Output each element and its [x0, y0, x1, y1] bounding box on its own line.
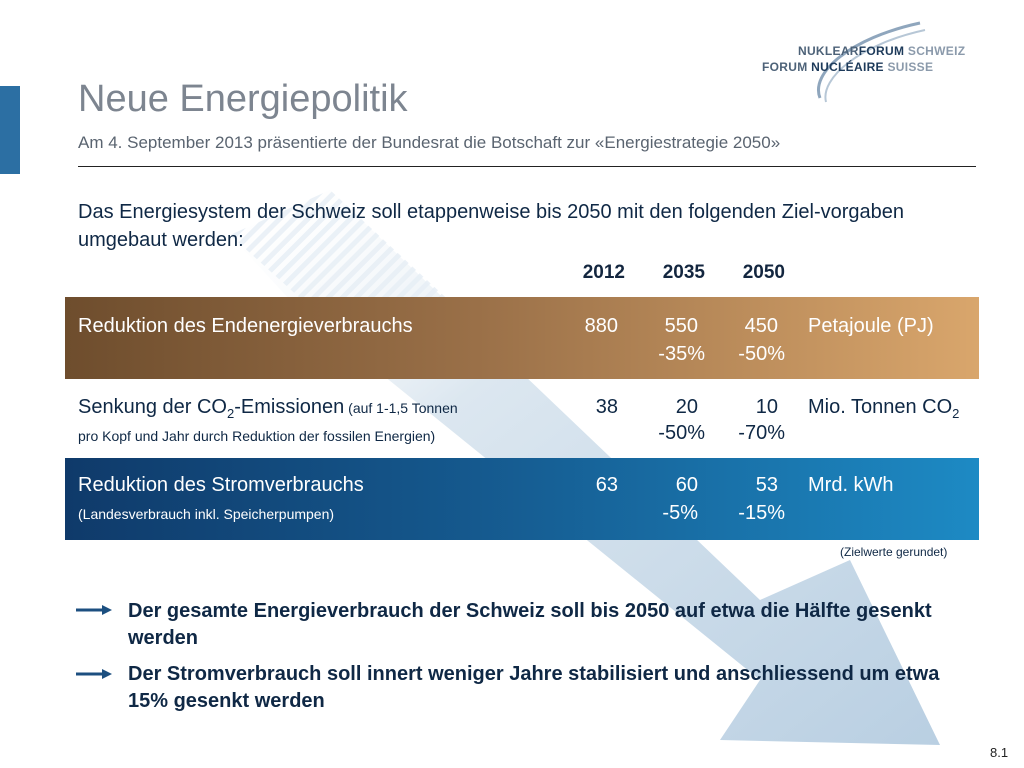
table-row-co2: Senkung der CO2-Emissionen (auf 1-1,5 To…	[65, 380, 979, 458]
change-2035: -35%	[658, 343, 705, 365]
row-label-main: Senkung der CO	[78, 396, 227, 418]
value-2050: 10	[755, 396, 778, 418]
value-2012: 38	[595, 396, 618, 418]
logo-text-forum-fr: FORUM	[762, 60, 812, 74]
row-sublabel: (Landesverbrauch inkl. Speicherpumpen)	[78, 506, 335, 522]
value-2035: 20	[675, 396, 698, 418]
value-2035: 550	[664, 315, 698, 337]
year-header-2050: 2050	[742, 262, 785, 283]
value-2012: 880	[584, 315, 618, 337]
value-2050: 450	[744, 315, 778, 337]
arrow-right-icon	[76, 669, 112, 679]
row-unit: Petajoule (PJ)	[808, 315, 934, 337]
table-row-endenergie: Reduktion des Endenergieverbrauchs 880 5…	[65, 297, 979, 379]
bullet-item-stromverbrauch: Der Stromverbrauch soll innert weniger J…	[128, 663, 940, 712]
arrow-right-icon	[76, 605, 112, 615]
logo-text-nuklear: NUKLEAR	[798, 44, 859, 58]
row-label: Senkung der CO2-Emissionen (auf 1-1,5 To…	[78, 396, 458, 421]
year-header-2012: 2012	[582, 262, 625, 283]
row-unit: Mio. Tonnen CO2	[808, 396, 959, 421]
logo-text-nucleaire: NUCLÉAIRE	[811, 60, 884, 74]
row-unit: Mrd. kWh	[808, 474, 894, 496]
row-label-subscript: 2	[226, 406, 235, 421]
change-2050: -70%	[738, 422, 785, 444]
logo-text-suisse: SUISSE	[883, 60, 934, 74]
row-sublabel: pro Kopf und Jahr durch Reduktion der fo…	[78, 428, 436, 444]
row-label-note: (auf 1-1,5 Tonnen	[344, 400, 458, 416]
change-2050: -50%	[738, 343, 785, 365]
intro-text: Das Energiesystem der Schweiz soll etapp…	[78, 201, 905, 251]
nuklearforum-logo: NUKLEARFORUM SCHWEIZ FORUM NUCLÉAIRE SUI…	[760, 18, 980, 108]
change-2050: -15%	[738, 502, 785, 524]
logo-text-schweiz: SCHWEIZ	[904, 44, 966, 58]
logo-text-forum: FORUM	[858, 44, 905, 58]
row-label: Reduktion des Endenergieverbrauchs	[78, 315, 413, 337]
row-unit-main: Mio. Tonnen CO	[808, 396, 953, 418]
year-header-2035: 2035	[662, 262, 705, 283]
page-title: Neue Energiepolitik	[78, 78, 408, 120]
change-2035: -5%	[662, 502, 698, 524]
value-2050: 53	[755, 474, 778, 496]
row-label: Reduktion des Stromverbrauchs	[78, 474, 364, 496]
page-subtitle: Am 4. September 2013 präsentierte der Bu…	[78, 133, 781, 152]
page-number: 8.1	[990, 745, 1009, 760]
change-2035: -50%	[658, 422, 705, 444]
bullet-item-energieverbrauch: Der gesamte Energieverbrauch der Schweiz…	[128, 600, 932, 649]
table-footnote: (Zielwerte gerundet)	[840, 545, 948, 559]
row-label-post: -Emissionen	[234, 396, 345, 418]
table-row-strom: Reduktion des Stromverbrauchs (Landesver…	[65, 458, 979, 540]
row-unit-subscript: 2	[952, 406, 960, 421]
title-divider	[78, 166, 976, 167]
value-2035: 60	[675, 474, 698, 496]
value-2012: 63	[595, 474, 618, 496]
logo-swoosh-icon	[817, 21, 926, 103]
accent-side-bar	[0, 86, 20, 174]
